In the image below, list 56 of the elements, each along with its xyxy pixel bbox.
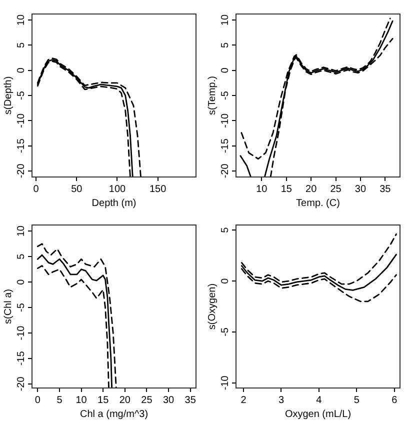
x-tick-label: 25 bbox=[141, 394, 153, 406]
x-tick-label: 10 bbox=[76, 394, 88, 406]
y-tick-label: 5 bbox=[16, 42, 27, 48]
y-tick-label: -15 bbox=[16, 350, 27, 366]
x-tick-label: 5 bbox=[354, 394, 360, 406]
x-tick-label: 0 bbox=[33, 184, 40, 195]
x-tick-label: 3 bbox=[278, 394, 284, 406]
y-tick-label: -10 bbox=[220, 375, 231, 390]
y-axis-title: s(Chl a) bbox=[2, 288, 14, 324]
y-axis-title: s(Oxygen) bbox=[206, 283, 218, 330]
x-tick-label: 20 bbox=[306, 184, 318, 195]
x-tick-label: 6 bbox=[392, 394, 398, 406]
x-tick-label: 100 bbox=[108, 184, 126, 195]
y-tick-label: -15 bbox=[16, 138, 27, 154]
x-tick-label: 50 bbox=[71, 184, 83, 195]
x-tick-label: 5 bbox=[56, 394, 63, 406]
x-tick-label: 0 bbox=[34, 394, 41, 406]
x-tick-label: 30 bbox=[162, 394, 175, 406]
y-tick-label: 10 bbox=[16, 14, 27, 26]
x-tick-label: 25 bbox=[330, 184, 342, 195]
y-tick-label: -15 bbox=[220, 138, 231, 154]
x-axis-title: Chl a (mg/m^3) bbox=[80, 408, 148, 420]
x-tick-label: 15 bbox=[98, 394, 110, 406]
y-tick-label: 0 bbox=[16, 278, 27, 285]
x-tick-label: 35 bbox=[380, 184, 392, 195]
y-tick-label: 5 bbox=[16, 253, 27, 260]
y-tick-label: -20 bbox=[16, 376, 27, 392]
y-axis-title: s(Depth) bbox=[2, 76, 14, 115]
y-tick-label: -10 bbox=[16, 325, 27, 340]
x-tick-label: 4 bbox=[316, 394, 322, 406]
y-tick-label: -10 bbox=[220, 112, 231, 128]
x-tick-label: 20 bbox=[119, 394, 131, 406]
y-tick-label: -5 bbox=[16, 302, 27, 312]
x-axis-title: Oxygen (mL/L) bbox=[284, 408, 352, 420]
x-axis-title: Depth (m) bbox=[92, 198, 136, 209]
y-tick-label: -20 bbox=[16, 163, 27, 178]
x-tick-label: 30 bbox=[354, 184, 366, 195]
y-tick-label: 0 bbox=[16, 67, 27, 74]
x-tick-label: 35 bbox=[184, 394, 196, 406]
y-tick-label: 5 bbox=[220, 42, 231, 48]
y-tick-label: -20 bbox=[220, 163, 231, 178]
x-tick-label: 2 bbox=[240, 394, 247, 406]
y-tick-label: -10 bbox=[16, 112, 27, 128]
x-axis-title: Temp. (C) bbox=[296, 198, 340, 209]
y-tick-label: 10 bbox=[16, 225, 27, 237]
y-tick-label: -5 bbox=[16, 90, 27, 100]
y-tick-label: 0 bbox=[220, 67, 231, 74]
y-tick-label: 5 bbox=[220, 226, 231, 233]
y-tick-label: 0 bbox=[220, 278, 231, 284]
x-tick-label: 15 bbox=[280, 184, 292, 195]
y-tick-label: -5 bbox=[220, 327, 231, 336]
x-tick-label: 150 bbox=[150, 184, 167, 195]
y-axis-title: s(Temp.) bbox=[206, 76, 218, 115]
y-tick-label: 10 bbox=[220, 14, 231, 26]
y-tick-label: -5 bbox=[220, 90, 231, 100]
x-tick-label: 10 bbox=[256, 184, 268, 195]
